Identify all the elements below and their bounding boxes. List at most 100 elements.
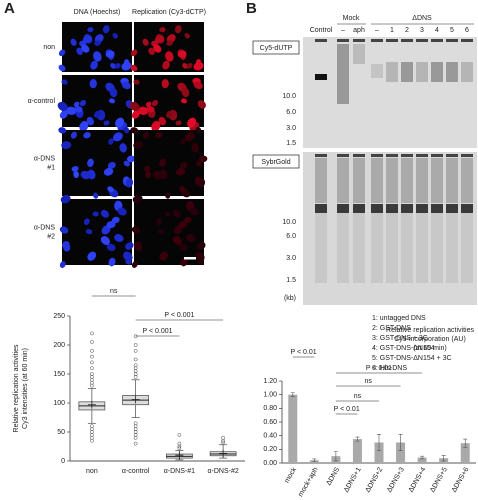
error-bar — [355, 436, 360, 442]
outlier — [133, 441, 138, 446]
nucleus — [125, 178, 134, 188]
nucleus — [189, 207, 199, 216]
smear — [386, 213, 398, 283]
nucleus — [195, 126, 202, 134]
significance-label: P < 0.01 — [366, 365, 392, 372]
outlier — [133, 348, 138, 353]
nucleus — [137, 106, 149, 115]
nucleus — [131, 226, 141, 234]
nucleus — [179, 186, 186, 193]
outlier — [90, 375, 94, 379]
outlier — [177, 441, 182, 446]
lane-label: 1 — [390, 27, 394, 34]
nucleus — [89, 78, 97, 89]
nucleus — [130, 127, 139, 134]
nucleus — [108, 257, 116, 267]
nucleus — [105, 50, 115, 58]
nucleus — [159, 251, 169, 261]
smear — [315, 213, 327, 283]
smear — [371, 158, 383, 203]
outlier — [177, 433, 182, 437]
outlier — [133, 343, 138, 347]
smear — [386, 62, 398, 82]
lane-label: 5 — [450, 27, 454, 34]
bar — [460, 443, 470, 463]
outlier — [133, 421, 138, 426]
outlier — [90, 380, 94, 385]
smear — [416, 213, 428, 283]
outlier — [133, 424, 138, 429]
y-tick-label: 0.80 — [263, 405, 277, 412]
nucleus — [83, 218, 90, 226]
nucleus — [112, 33, 118, 39]
well — [461, 39, 473, 42]
smear — [446, 158, 458, 203]
size-marker: 1.5 — [286, 140, 296, 147]
x-tick-label: ΔDNS+2 — [365, 466, 385, 493]
smear — [431, 158, 443, 203]
outlier — [133, 430, 138, 434]
mean — [175, 451, 184, 460]
band — [315, 204, 327, 213]
smear — [461, 213, 473, 283]
nucleus — [157, 229, 165, 235]
bar — [396, 442, 406, 463]
well — [446, 39, 458, 42]
nucleus — [187, 117, 197, 128]
nucleus — [175, 167, 186, 176]
nucleus — [87, 251, 97, 261]
nucleus — [112, 132, 123, 142]
smear — [353, 44, 365, 64]
lane-group: Mock — [343, 15, 360, 22]
nucleus — [145, 170, 151, 179]
nucleus — [178, 243, 188, 252]
band — [401, 204, 413, 213]
significance-label: P < 0.001 — [142, 328, 172, 335]
significance-label: ns — [110, 288, 118, 295]
gel — [303, 37, 477, 148]
y-tick-label: 0.60 — [263, 419, 277, 426]
x-tick-label: α-control — [122, 468, 150, 475]
significance-label: P < 0.01 — [290, 349, 316, 356]
legend-item: 3: GST-DNS + 3C — [372, 335, 428, 342]
lane-label: aph — [353, 27, 365, 34]
outlier — [90, 360, 94, 365]
outlier — [133, 433, 138, 437]
legend-item: 6: His-DNS — [372, 365, 407, 372]
band — [337, 204, 349, 213]
nucleus — [146, 106, 155, 113]
smear — [461, 62, 473, 82]
size-marker: 6.0 — [286, 233, 296, 240]
nucleus — [174, 25, 182, 34]
significance-label: P < 0.01 — [334, 406, 360, 413]
legend-item: 4: GST-DNS-ΔN154 — [372, 345, 435, 352]
chart-title: Cy5-incorporation (AU) — [394, 336, 466, 343]
well — [431, 39, 443, 42]
nucleus — [180, 98, 187, 104]
smear — [337, 213, 349, 283]
outlier — [90, 366, 94, 371]
nucleus — [85, 229, 93, 235]
outlier — [90, 435, 94, 440]
nucleus — [134, 242, 143, 252]
well — [401, 154, 413, 157]
nucleus — [178, 221, 188, 229]
nucleus — [165, 192, 171, 199]
nucleus — [60, 194, 71, 204]
outlier — [90, 354, 94, 359]
nucleus — [166, 40, 174, 46]
well — [386, 39, 398, 42]
scale-bar — [184, 257, 196, 260]
nucleus — [79, 99, 86, 107]
y-tick-label: 0 — [61, 458, 65, 465]
y-axis-label: Cy3 intensities (at 60 min) — [22, 348, 29, 429]
nucleus — [87, 158, 94, 167]
nucleus — [100, 209, 109, 218]
nucleus — [65, 106, 77, 115]
nucleus — [111, 216, 120, 224]
nucleus — [177, 50, 187, 58]
nucleus — [198, 155, 208, 163]
significance-label: ns — [354, 393, 362, 400]
nucleus — [115, 117, 125, 128]
nucleus — [73, 101, 80, 108]
